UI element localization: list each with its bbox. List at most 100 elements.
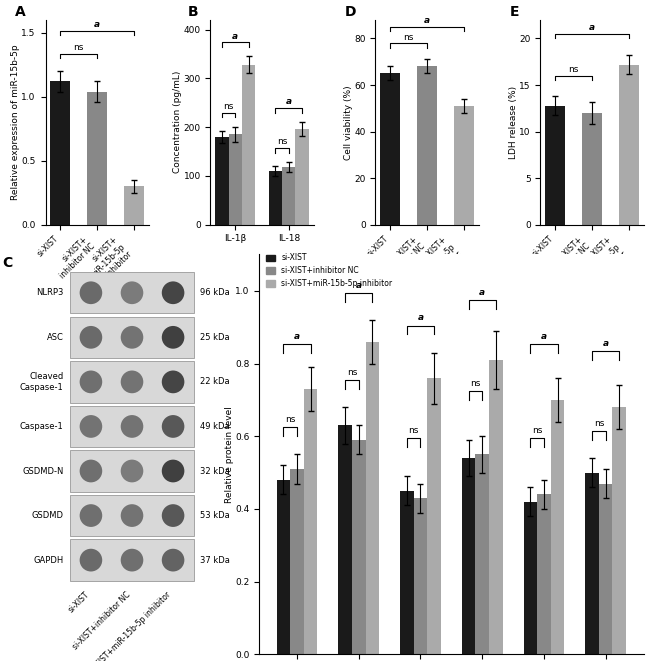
- Bar: [282, 167, 296, 225]
- Bar: [70, 361, 194, 403]
- Text: B: B: [188, 5, 198, 19]
- Bar: [413, 498, 427, 654]
- Ellipse shape: [121, 459, 143, 483]
- Bar: [619, 65, 639, 225]
- Bar: [582, 113, 602, 225]
- Bar: [339, 426, 352, 654]
- Bar: [523, 502, 537, 654]
- Bar: [291, 469, 304, 654]
- Bar: [304, 389, 317, 654]
- Text: GAPDH: GAPDH: [33, 556, 64, 564]
- Text: 53 kDa: 53 kDa: [200, 511, 230, 520]
- Ellipse shape: [162, 371, 185, 393]
- Text: ns: ns: [404, 32, 414, 42]
- Text: ns: ns: [593, 419, 604, 428]
- Text: 25 kDa: 25 kDa: [200, 333, 230, 342]
- Bar: [489, 360, 502, 654]
- Ellipse shape: [121, 371, 143, 393]
- Text: ASC: ASC: [47, 333, 64, 342]
- Text: ns: ns: [568, 65, 578, 74]
- Bar: [612, 407, 626, 654]
- Text: A: A: [14, 5, 25, 19]
- Bar: [400, 490, 413, 654]
- Bar: [352, 440, 365, 654]
- Bar: [70, 450, 194, 492]
- Text: ns: ns: [224, 102, 234, 111]
- Text: ns: ns: [346, 368, 357, 377]
- Bar: [277, 480, 291, 654]
- Ellipse shape: [80, 504, 102, 527]
- Bar: [585, 473, 599, 654]
- Ellipse shape: [162, 504, 185, 527]
- Legend: si-XIST, si-XIST+inhibitor NC, si-XIST+miR-15b-5p inhibitor: si-XIST, si-XIST+inhibitor NC, si-XIST+m…: [263, 251, 395, 291]
- Bar: [475, 455, 489, 654]
- Ellipse shape: [80, 371, 102, 393]
- Bar: [545, 106, 566, 225]
- Bar: [296, 129, 309, 225]
- Text: C: C: [2, 256, 12, 270]
- Text: 32 kDa: 32 kDa: [200, 467, 230, 475]
- Text: 37 kDa: 37 kDa: [200, 556, 230, 564]
- Text: ns: ns: [408, 426, 419, 435]
- Ellipse shape: [80, 415, 102, 438]
- Text: a: a: [294, 332, 300, 340]
- Bar: [427, 378, 441, 654]
- Text: a: a: [541, 332, 547, 340]
- Text: Caspase-1: Caspase-1: [20, 422, 64, 431]
- Bar: [70, 539, 194, 581]
- Text: GSDMD-N: GSDMD-N: [22, 467, 64, 475]
- Text: E: E: [510, 5, 519, 19]
- Bar: [599, 484, 612, 654]
- Ellipse shape: [121, 549, 143, 572]
- Y-axis label: LDH release (%): LDH release (%): [509, 86, 518, 159]
- Text: ns: ns: [470, 379, 480, 388]
- Text: ns: ns: [285, 415, 295, 424]
- Text: 96 kDa: 96 kDa: [200, 288, 230, 297]
- Y-axis label: Cell viability (%): Cell viability (%): [344, 85, 353, 159]
- Ellipse shape: [121, 326, 143, 349]
- Bar: [215, 137, 229, 225]
- Text: 22 kDa: 22 kDa: [200, 377, 230, 387]
- Bar: [365, 342, 379, 654]
- Bar: [70, 495, 194, 536]
- Text: ns: ns: [532, 426, 542, 435]
- Bar: [70, 317, 194, 358]
- Ellipse shape: [162, 415, 185, 438]
- Bar: [70, 272, 194, 313]
- Bar: [242, 65, 255, 225]
- Y-axis label: Concentration (pg/mL): Concentration (pg/mL): [173, 71, 182, 173]
- Text: a: a: [286, 97, 292, 106]
- Bar: [229, 134, 242, 225]
- Bar: [454, 106, 474, 225]
- Ellipse shape: [121, 504, 143, 527]
- Text: a: a: [417, 313, 424, 323]
- Bar: [50, 81, 70, 225]
- Text: si-XIST+miR-15b-5p inhibitor: si-XIST+miR-15b-5p inhibitor: [88, 590, 173, 661]
- Ellipse shape: [121, 282, 143, 304]
- Ellipse shape: [162, 282, 185, 304]
- Ellipse shape: [80, 549, 102, 572]
- Text: NLRP3: NLRP3: [36, 288, 64, 297]
- Text: D: D: [344, 5, 356, 19]
- Text: si-XIST+inhibitor NC: si-XIST+inhibitor NC: [71, 590, 132, 652]
- Text: a: a: [424, 17, 430, 25]
- Text: 49 kDa: 49 kDa: [200, 422, 230, 431]
- Bar: [417, 66, 437, 225]
- Y-axis label: Relative expression of miR-15b-5p: Relative expression of miR-15b-5p: [11, 44, 20, 200]
- Text: a: a: [356, 281, 362, 290]
- Text: a: a: [94, 20, 100, 29]
- Bar: [87, 91, 107, 225]
- Text: Cleaved
Caspase-1: Cleaved Caspase-1: [20, 372, 64, 391]
- Bar: [537, 494, 551, 654]
- Text: ns: ns: [277, 137, 287, 146]
- Ellipse shape: [121, 415, 143, 438]
- Text: ns: ns: [73, 43, 84, 52]
- Text: si-XIST: si-XIST: [66, 590, 91, 615]
- Ellipse shape: [80, 326, 102, 349]
- Bar: [268, 171, 282, 225]
- Bar: [462, 458, 475, 654]
- Bar: [124, 186, 144, 225]
- Ellipse shape: [162, 326, 185, 349]
- Ellipse shape: [162, 549, 185, 572]
- Text: a: a: [479, 288, 486, 297]
